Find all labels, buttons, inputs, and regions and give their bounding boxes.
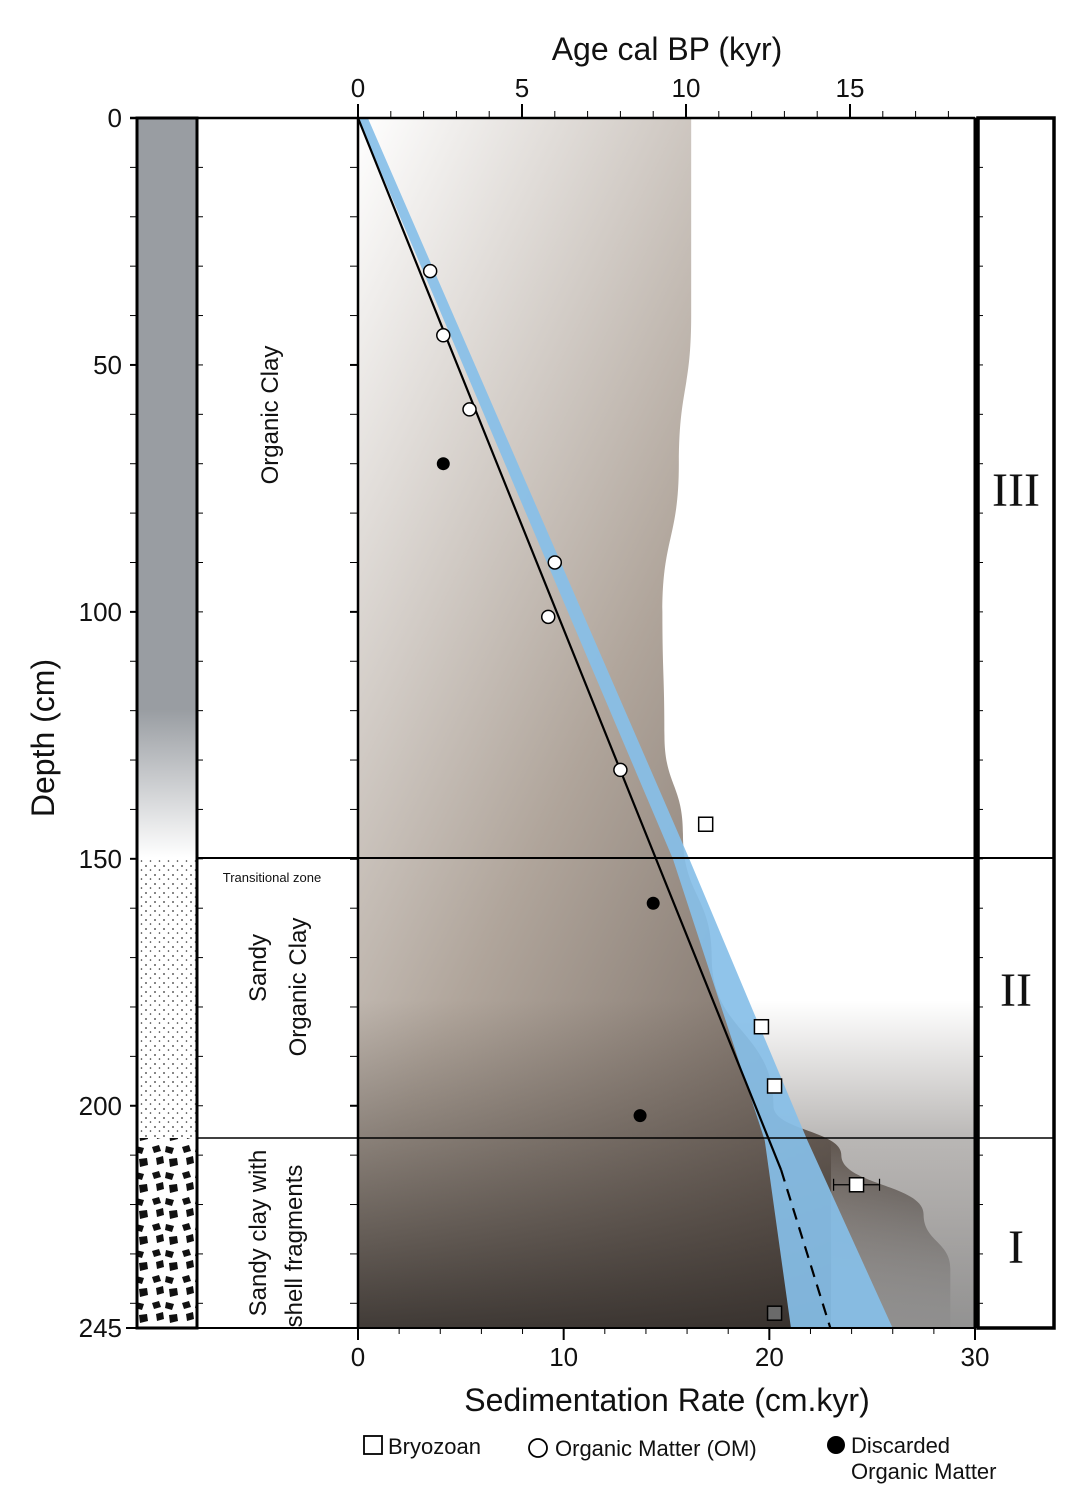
om-point: [540, 609, 556, 625]
depth-tick-label: 50: [93, 350, 122, 380]
age-model-extrapolation: [780, 1169, 832, 1328]
om-point: [422, 263, 438, 279]
legend-om-label: Organic Matter (OM): [555, 1436, 757, 1461]
rate-tick-label: 10: [549, 1342, 578, 1372]
legend-discarded-marker: [827, 1436, 845, 1454]
lith-sandy-label: Sandy: [245, 934, 272, 1002]
depth-axis-ticks: [126, 117, 983, 1329]
bryozoan-point: [766, 1305, 783, 1321]
age-tick-labels: 0 5 10 15: [351, 73, 865, 103]
depth-tick-label: 245: [79, 1313, 122, 1343]
rate-tick-label: 20: [755, 1342, 784, 1372]
om-point: [613, 762, 628, 778]
rate-axis-title: Sedimentation Rate (cm.kyr): [464, 1382, 869, 1418]
age-axis-title: Age cal BP (kyr): [552, 31, 783, 67]
age-tick-label: 10: [672, 73, 701, 103]
legend-bryozoan-marker: [363, 1435, 383, 1455]
bryozoan-point: [766, 1078, 783, 1094]
legend-discarded-label-2: Organic Matter: [851, 1459, 997, 1484]
discarded-om-point: [633, 1109, 647, 1123]
discarded-om-point: [436, 457, 450, 471]
lith-organic-clay-label-2: Organic Clay: [285, 918, 312, 1057]
core-organic-clay: [137, 118, 197, 858]
age-axis-ticks: [357, 104, 949, 118]
depth-tick-label: 0: [108, 103, 122, 133]
rate-tick-label: 0: [351, 1342, 365, 1372]
units-column: [976, 116, 1056, 1330]
data-points: [422, 263, 881, 1321]
discarded-om-point: [646, 896, 660, 910]
om-point: [547, 555, 563, 570]
bryozoan-point: [697, 816, 714, 832]
unit-ii-label: II: [1000, 964, 1032, 1017]
core-sandy-organic-clay: [137, 858, 197, 1138]
age-tick-label: 5: [515, 73, 529, 103]
rate-tick-label: 30: [961, 1342, 990, 1372]
rate-axis-ticks: [357, 1328, 976, 1340]
om-point: [462, 402, 477, 417]
lith-shell-label-2: shell fragments: [281, 1165, 308, 1328]
age-tick-label: 15: [836, 73, 865, 103]
plot-area: [358, 118, 975, 1328]
bryozoan-point: [848, 1177, 865, 1193]
age-model-line: [358, 118, 783, 1171]
frame: [130, 116, 1056, 1330]
lith-shell-label-1: Sandy clay with: [245, 1150, 272, 1317]
depth-axis-title: Depth (cm): [25, 659, 61, 817]
age-tick-label: 0: [351, 73, 365, 103]
legend: Bryozoan Organic Matter (OM) Discarded O…: [363, 1433, 997, 1484]
depth-tick-label: 150: [79, 844, 122, 874]
legend-discarded-label-1: Discarded: [851, 1433, 950, 1458]
legend-om-marker: [528, 1438, 548, 1458]
unit-iii-label: III: [992, 464, 1040, 517]
legend-bryozoan-label: Bryozoan: [388, 1434, 481, 1459]
lith-organic-clay-label: Organic Clay: [257, 346, 284, 485]
rate-tick-labels: 0 10 20 30: [351, 1342, 990, 1372]
unit-i-label: I: [1008, 1221, 1024, 1274]
om-point: [436, 328, 451, 343]
core-shell-fragments: [137, 1138, 197, 1328]
bryozoan-point: [753, 1018, 770, 1035]
depth-tick-label: 100: [79, 597, 122, 627]
depth-tick-labels: 0 50 100 150 200 245: [79, 103, 122, 1343]
core-lithology-column: [135, 116, 199, 1330]
depth-tick-label: 200: [79, 1091, 122, 1121]
lith-transitional-label: Transitional zone: [223, 870, 322, 885]
